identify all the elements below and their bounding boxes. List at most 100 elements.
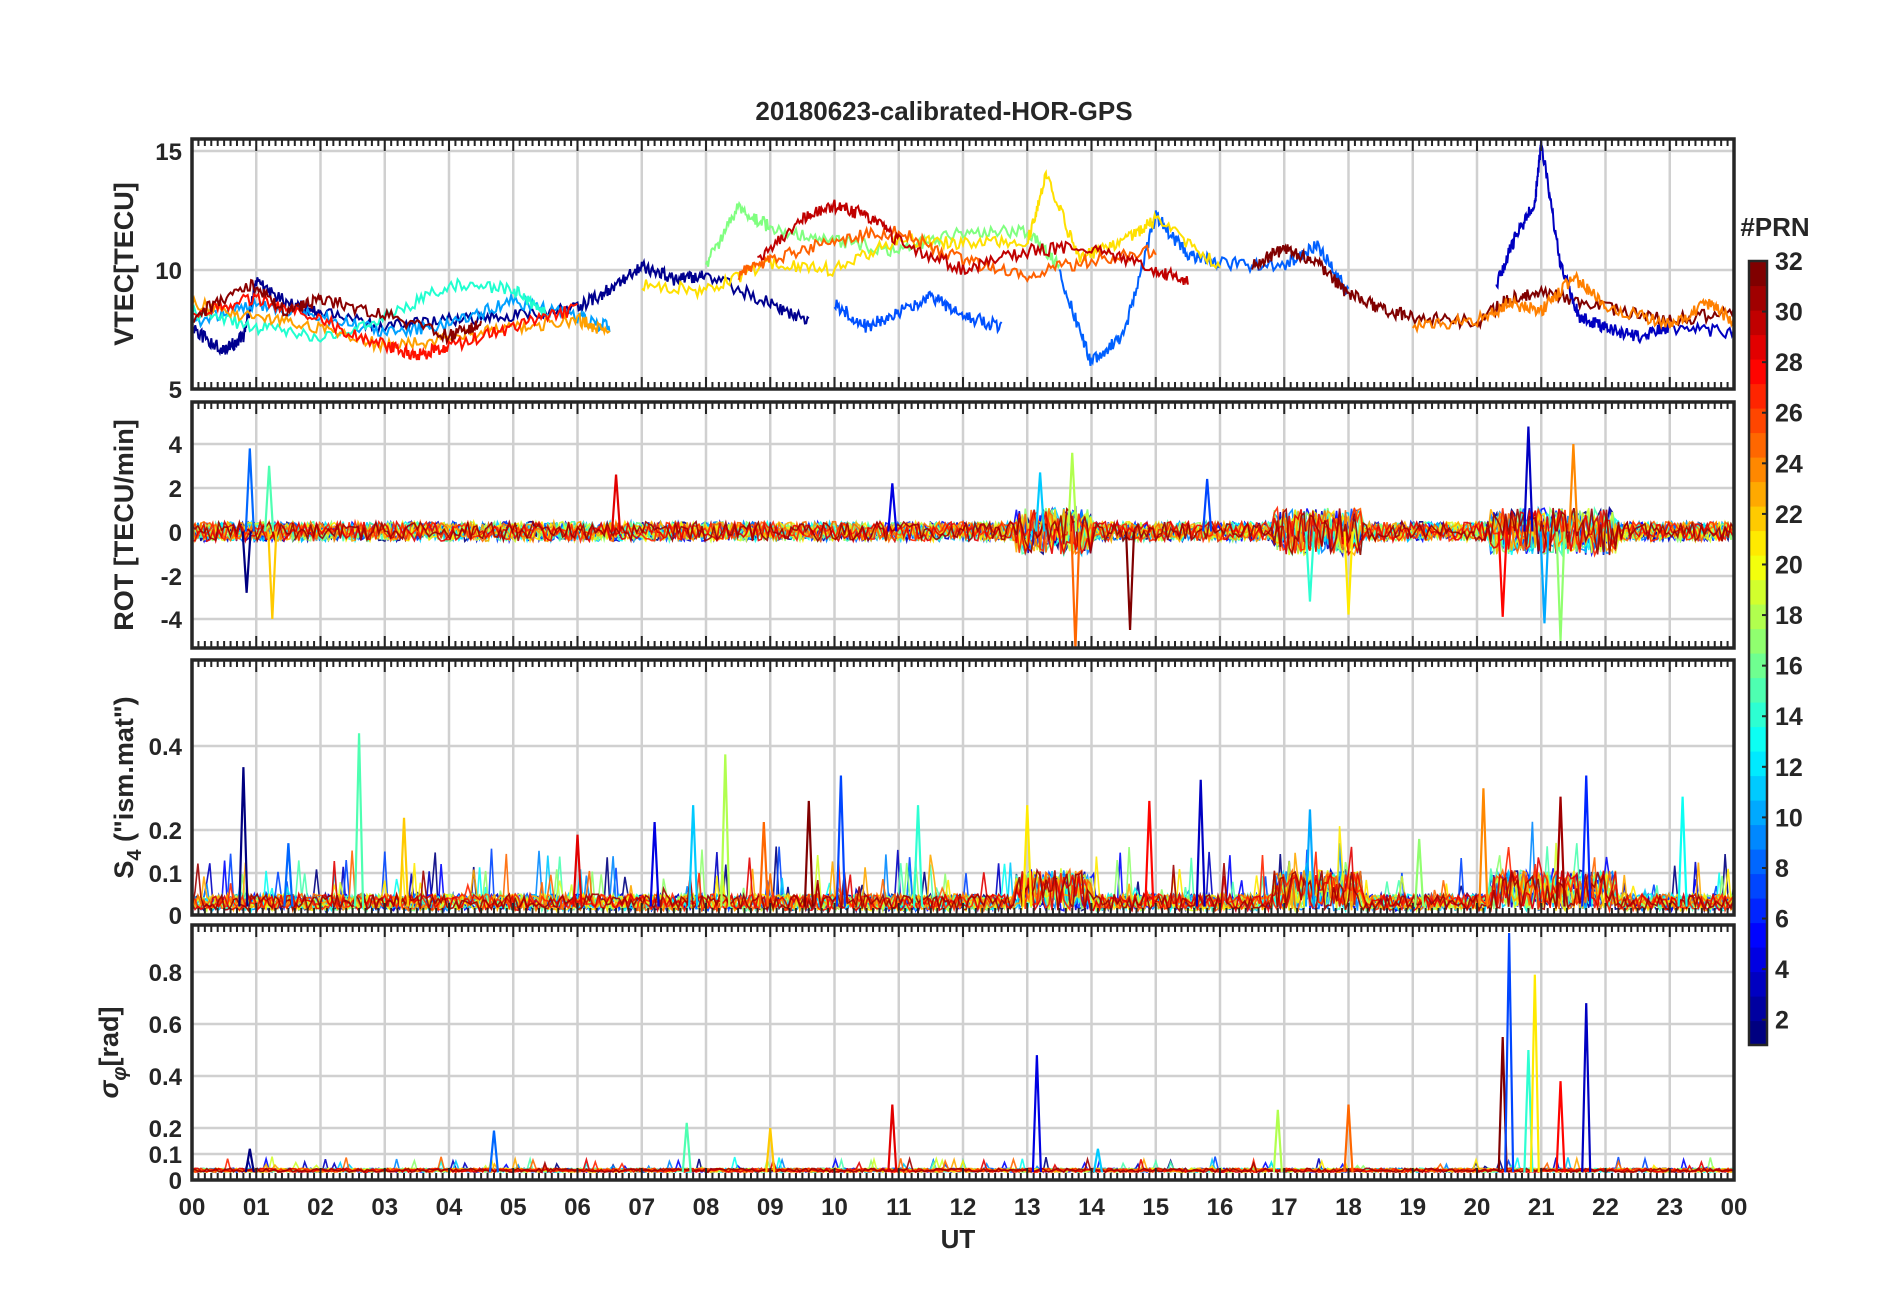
x-tick-label: 02 [307, 1194, 334, 1221]
vtec-series-line [737, 225, 1157, 283]
y-label-subscript: φ [109, 1067, 131, 1081]
peak-mark [1504, 932, 1515, 1173]
colorbar-swatch [1749, 261, 1767, 287]
x-tick-label: 10 [821, 1194, 848, 1221]
y-axis-label: VTEC[TECU] [109, 182, 139, 346]
y-axis-label: σφ[rad] [94, 1007, 131, 1099]
x-tick-label: 21 [1528, 1194, 1555, 1221]
colorbar-swatch [1749, 628, 1767, 654]
peak-mark [688, 805, 699, 907]
y-tick-label: -4 [161, 607, 183, 634]
y-tick-label: 4 [169, 432, 183, 459]
y-tick-label: 0 [169, 1168, 182, 1195]
peak-mark [1555, 796, 1566, 907]
x-tick-label: 03 [371, 1194, 398, 1221]
peak-mark [267, 531, 278, 620]
vtec-series-line [1058, 210, 1350, 366]
peak-mark [241, 531, 252, 593]
y-tick-label: 0.1 [149, 1142, 182, 1169]
colorbar-frame [1747, 259, 1769, 1047]
vtec-series-line [192, 291, 578, 361]
peak-mark [1497, 531, 1508, 617]
x-axis-label: UT [941, 1224, 976, 1254]
x-tick-label: 09 [757, 1194, 784, 1221]
peak-mark [1414, 838, 1425, 907]
colorbar-label: #PRN [1740, 212, 1809, 242]
colorbar-tick-label: 4 [1775, 956, 1789, 984]
colorbar-swatch [1749, 849, 1767, 875]
peak-mark [1478, 788, 1489, 907]
y-tick-label: 0.2 [149, 818, 182, 845]
x-tick-label: 18 [1335, 1194, 1362, 1221]
vtec-series-line [705, 200, 1061, 270]
y-tick-label: 15 [155, 139, 182, 166]
x-tick-label: 15 [1142, 1194, 1169, 1221]
x-tick-label: 17 [1271, 1194, 1298, 1221]
colorbar-swatch [1749, 432, 1767, 458]
colorbar-tick-label: 30 [1775, 299, 1803, 327]
colorbar-swatch [1749, 971, 1767, 997]
vtec-series-line [192, 291, 611, 339]
panel-3: 00.10.20.4S4 ("ism.mat") [109, 658, 1736, 930]
x-tick-label: 08 [693, 1194, 720, 1221]
peak-mark [244, 1148, 255, 1173]
vtec-series-line [1495, 139, 1734, 345]
colorbar-swatch [1749, 555, 1767, 581]
colorbar-swatch [1749, 824, 1767, 850]
series-line [192, 507, 1734, 556]
x-tick-label: 13 [1014, 1194, 1041, 1221]
peak-mark [1031, 1055, 1042, 1173]
colorbar-tick-label: 16 [1775, 653, 1803, 681]
peak-mark [1343, 1104, 1354, 1173]
colorbar-swatch [1749, 1020, 1767, 1046]
y-tick-label: 0.4 [149, 734, 183, 761]
peak-mark [1555, 531, 1566, 641]
vtec-series-line [192, 294, 611, 354]
y-tick-label: 0.2 [149, 1116, 182, 1143]
colorbar-swatch [1749, 922, 1767, 948]
x-tick-label: 19 [1399, 1194, 1426, 1221]
colorbar-swatch [1749, 751, 1767, 777]
peak-mark [264, 465, 275, 532]
panel-4: 00.10.2 0.4 0.6 0.8 σφ[rad] [94, 923, 1736, 1195]
y-tick-label: 2 [169, 476, 182, 503]
peak-mark [765, 1127, 776, 1173]
peak-mark [1272, 1109, 1283, 1173]
colorbar-tick-label: 2 [1775, 1007, 1789, 1035]
colorbar-tick-label: 28 [1775, 349, 1803, 377]
colorbar-swatch [1749, 310, 1767, 336]
peak-mark [1555, 1081, 1566, 1173]
colorbar-tick-label: 14 [1775, 703, 1803, 731]
colorbar-swatch [1749, 285, 1767, 311]
x-tick-label: 06 [564, 1194, 591, 1221]
colorbar-swatch [1749, 604, 1767, 630]
colorbar-swatch [1749, 726, 1767, 752]
colorbar-tick-label: 26 [1775, 400, 1803, 428]
peak-mark [1092, 1148, 1104, 1173]
colorbar-swatch [1749, 408, 1767, 434]
colorbar-tick-label: 18 [1775, 602, 1803, 630]
vtec-series-line [192, 276, 547, 343]
y-tick-label: 5 [169, 377, 182, 404]
vtec-series-line [641, 169, 1221, 301]
peak-mark [353, 733, 365, 907]
colorbar-swatch [1749, 383, 1767, 409]
x-tick-label: 04 [436, 1194, 463, 1221]
vtec-series-line [1251, 243, 1734, 331]
colorbar-tick-label: 12 [1775, 754, 1803, 782]
y-tick-label: 0 [169, 903, 182, 930]
x-tick-label: 05 [500, 1194, 527, 1221]
colorbar-tick-label: 8 [1775, 855, 1789, 883]
peak-mark [244, 448, 255, 532]
y-tick-label: 10 [155, 258, 182, 285]
colorbar-swatch [1749, 530, 1767, 556]
x-tick-label: 00 [179, 1194, 206, 1221]
peak-mark [1067, 452, 1078, 532]
vtec-series-line [1411, 270, 1734, 334]
colorbar-swatch [1749, 359, 1767, 385]
x-tick-label: 16 [1207, 1194, 1234, 1221]
colorbar-tick-label: 22 [1775, 501, 1803, 529]
vtec-series-line [833, 290, 1003, 335]
